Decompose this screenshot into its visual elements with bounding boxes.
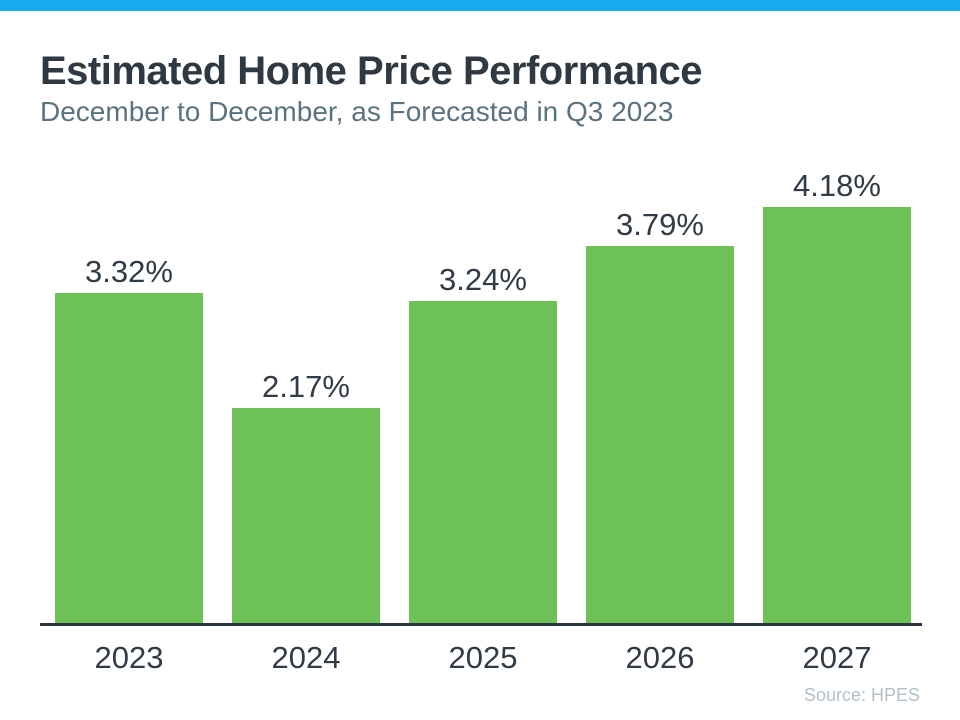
bar-2025 xyxy=(409,301,557,625)
bar-value-label-2027: 4.18% xyxy=(793,168,881,203)
x-axis-label-2024: 2024 xyxy=(271,640,341,675)
page-subtitle: December to December, as Forecasted in Q… xyxy=(40,96,674,127)
source-note: Source: HPES xyxy=(803,685,920,705)
bar-value-label-2025: 3.24% xyxy=(439,262,527,297)
top-accent-bar xyxy=(0,0,960,11)
page-title: Estimated Home Price Performance xyxy=(40,49,703,93)
bar-2027 xyxy=(763,207,911,625)
x-axis-label-2026: 2026 xyxy=(625,640,695,675)
x-axis-label-2025: 2025 xyxy=(448,640,518,675)
x-axis-line xyxy=(40,623,922,626)
x-axis-label-2023: 2023 xyxy=(94,640,164,675)
x-axis-label-2027: 2027 xyxy=(802,640,872,675)
bar-2023 xyxy=(55,293,203,625)
bar-2024 xyxy=(232,408,380,625)
bar-2026 xyxy=(586,246,734,625)
bar-value-label-2024: 2.17% xyxy=(262,369,350,404)
bar-value-label-2023: 3.32% xyxy=(85,254,173,289)
bar-value-label-2026: 3.79% xyxy=(616,207,704,242)
